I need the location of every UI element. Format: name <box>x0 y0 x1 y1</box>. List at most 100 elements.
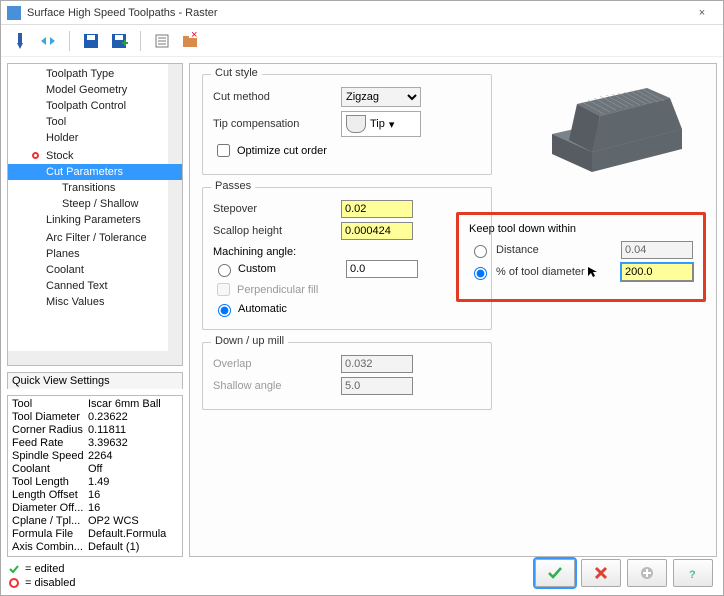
tree-item[interactable]: Steep / Shallow <box>8 196 182 212</box>
percent-diameter-radio[interactable] <box>474 267 487 280</box>
arrows-icon[interactable] <box>37 30 59 52</box>
toolbar: × <box>1 25 723 57</box>
automatic-radio[interactable] <box>218 304 231 317</box>
distance-input <box>621 241 693 259</box>
distance-radio[interactable] <box>474 245 487 258</box>
cut-method-select[interactable]: Zigzag <box>341 87 421 107</box>
qvs-value: Off <box>88 463 178 476</box>
list-icon[interactable] <box>151 30 173 52</box>
cut-style-group: Cut style Cut method Zigzag Tip compensa… <box>202 74 492 175</box>
tree-item[interactable]: Coolant <box>8 262 182 278</box>
separator <box>140 31 141 51</box>
qvs-key: Tool <box>12 398 88 411</box>
overlap-label: Overlap <box>213 358 333 370</box>
qvs-value: 1.49 <box>88 476 178 489</box>
tree-item[interactable]: Misc Values <box>8 294 182 310</box>
optimize-cut-order-label: Optimize cut order <box>237 145 327 157</box>
keep-tool-down-group: Keep tool down within Distance % of tool… <box>456 212 706 302</box>
qvs-row: CoolantOff <box>12 463 178 476</box>
save-icon[interactable] <box>80 30 102 52</box>
qvs-key: Axis Combin... <box>12 541 88 554</box>
qvs-key: Feed Rate <box>12 437 88 450</box>
qvs-row: Diameter Off...16 <box>12 502 178 515</box>
window-title: Surface High Speed Toolpaths - Raster <box>27 7 687 19</box>
dialog-buttons: ? <box>535 559 713 587</box>
tree-item[interactable]: Stock <box>8 148 182 164</box>
tree-item[interactable]: Canned Text <box>8 278 182 294</box>
optimize-cut-order-checkbox[interactable] <box>217 144 230 157</box>
tree-item[interactable]: Linking Parameters <box>8 212 182 228</box>
qvs-row: Corner Radius0.11811 <box>12 424 178 437</box>
tree-item[interactable]: Toolpath Type <box>8 66 182 82</box>
qvs-value: 0.11811 <box>88 424 178 437</box>
down-up-mill-group: Down / up mill Overlap Shallow angle <box>202 342 492 410</box>
tip-compensation-select[interactable]: Tip ▾ <box>341 111 421 137</box>
tree-item[interactable]: Model Geometry <box>8 82 182 98</box>
group-legend: Cut style <box>211 67 262 79</box>
qvs-row: Tool Diameter0.23622 <box>12 411 178 424</box>
help-button[interactable]: ? <box>673 559 713 587</box>
tool-icon[interactable] <box>9 30 31 52</box>
tip-compensation-label: Tip compensation <box>213 118 333 130</box>
save-plus-icon[interactable] <box>108 30 130 52</box>
chevron-down-icon: ▾ <box>389 118 395 131</box>
edited-legend: = edited <box>25 563 64 575</box>
folder-icon[interactable]: × <box>179 30 201 52</box>
passes-group: Passes Stepover Scallop height Machining… <box>202 187 492 330</box>
qvs-value: 16 <box>88 489 178 502</box>
perpendicular-fill-label: Perpendicular fill <box>237 284 318 296</box>
tree-item[interactable]: Transitions <box>8 180 182 196</box>
quick-view-panel: ToolIscar 6mm BallTool Diameter0.23622Co… <box>7 395 183 557</box>
cut-method-label: Cut method <box>213 91 333 103</box>
tree-panel[interactable]: Toolpath TypeModel GeometryToolpath Cont… <box>7 63 183 366</box>
group-legend: Passes <box>211 180 255 192</box>
ok-button[interactable] <box>535 559 575 587</box>
overlap-input <box>341 355 413 373</box>
qvs-key: Length Offset <box>12 489 88 502</box>
shallow-angle-input <box>341 377 413 395</box>
tree-item[interactable]: Planes <box>8 246 182 262</box>
custom-label: Custom <box>238 263 342 275</box>
custom-radio[interactable] <box>218 264 231 277</box>
svg-text:?: ? <box>689 569 696 581</box>
automatic-label: Automatic <box>238 303 287 315</box>
tree-item[interactable]: Toolpath Control <box>8 98 182 114</box>
qvs-value: 16 <box>88 502 178 515</box>
tree-item[interactable]: Holder <box>8 130 182 146</box>
tip-icon <box>346 115 366 133</box>
preview-3d <box>522 74 702 194</box>
separator <box>69 31 70 51</box>
app-icon <box>7 6 21 20</box>
qvs-row: Tool Length1.49 <box>12 476 178 489</box>
tree-item[interactable]: Arc Filter / Tolerance <box>8 230 182 246</box>
custom-angle-input[interactable] <box>346 260 418 278</box>
tree-item[interactable]: Tool <box>8 114 182 130</box>
qvs-value: OP2 WCS <box>88 515 178 528</box>
qvs-value: Iscar 6mm Ball <box>88 398 178 411</box>
titlebar: Surface High Speed Toolpaths - Raster × <box>1 1 723 25</box>
qvs-key: Coolant <box>12 463 88 476</box>
group-legend: Down / up mill <box>211 335 288 347</box>
cancel-button[interactable] <box>581 559 621 587</box>
dialog-window: Surface High Speed Toolpaths - Raster × … <box>0 0 724 596</box>
percent-diameter-input[interactable] <box>621 263 693 281</box>
qvs-key: Corner Radius <box>12 424 88 437</box>
keep-tool-down-legend: Keep tool down within <box>469 223 693 235</box>
scallop-height-input[interactable] <box>341 222 413 240</box>
shallow-angle-label: Shallow angle <box>213 380 333 392</box>
tree-scrollbar-x[interactable] <box>8 351 168 365</box>
qvs-row: Spindle Speed2264 <box>12 450 178 463</box>
apply-button[interactable] <box>627 559 667 587</box>
parameter-panel: Cut style Cut method Zigzag Tip compensa… <box>189 63 717 557</box>
perpendicular-fill-checkbox <box>217 283 230 296</box>
qvs-key: Formula File <box>12 528 88 541</box>
tree-item[interactable]: Cut Parameters <box>8 164 182 180</box>
qvs-key: Cplane / Tpl... <box>12 515 88 528</box>
stepover-input[interactable] <box>341 200 413 218</box>
quick-view-title: Quick View Settings <box>7 372 183 389</box>
qvs-row: Axis Combin...Default (1) <box>12 541 178 554</box>
close-button[interactable]: × <box>687 7 717 19</box>
qvs-value: 2264 <box>88 450 178 463</box>
qvs-value: Default.Formula <box>88 528 178 541</box>
content-area: Toolpath TypeModel GeometryToolpath Cont… <box>1 57 723 563</box>
